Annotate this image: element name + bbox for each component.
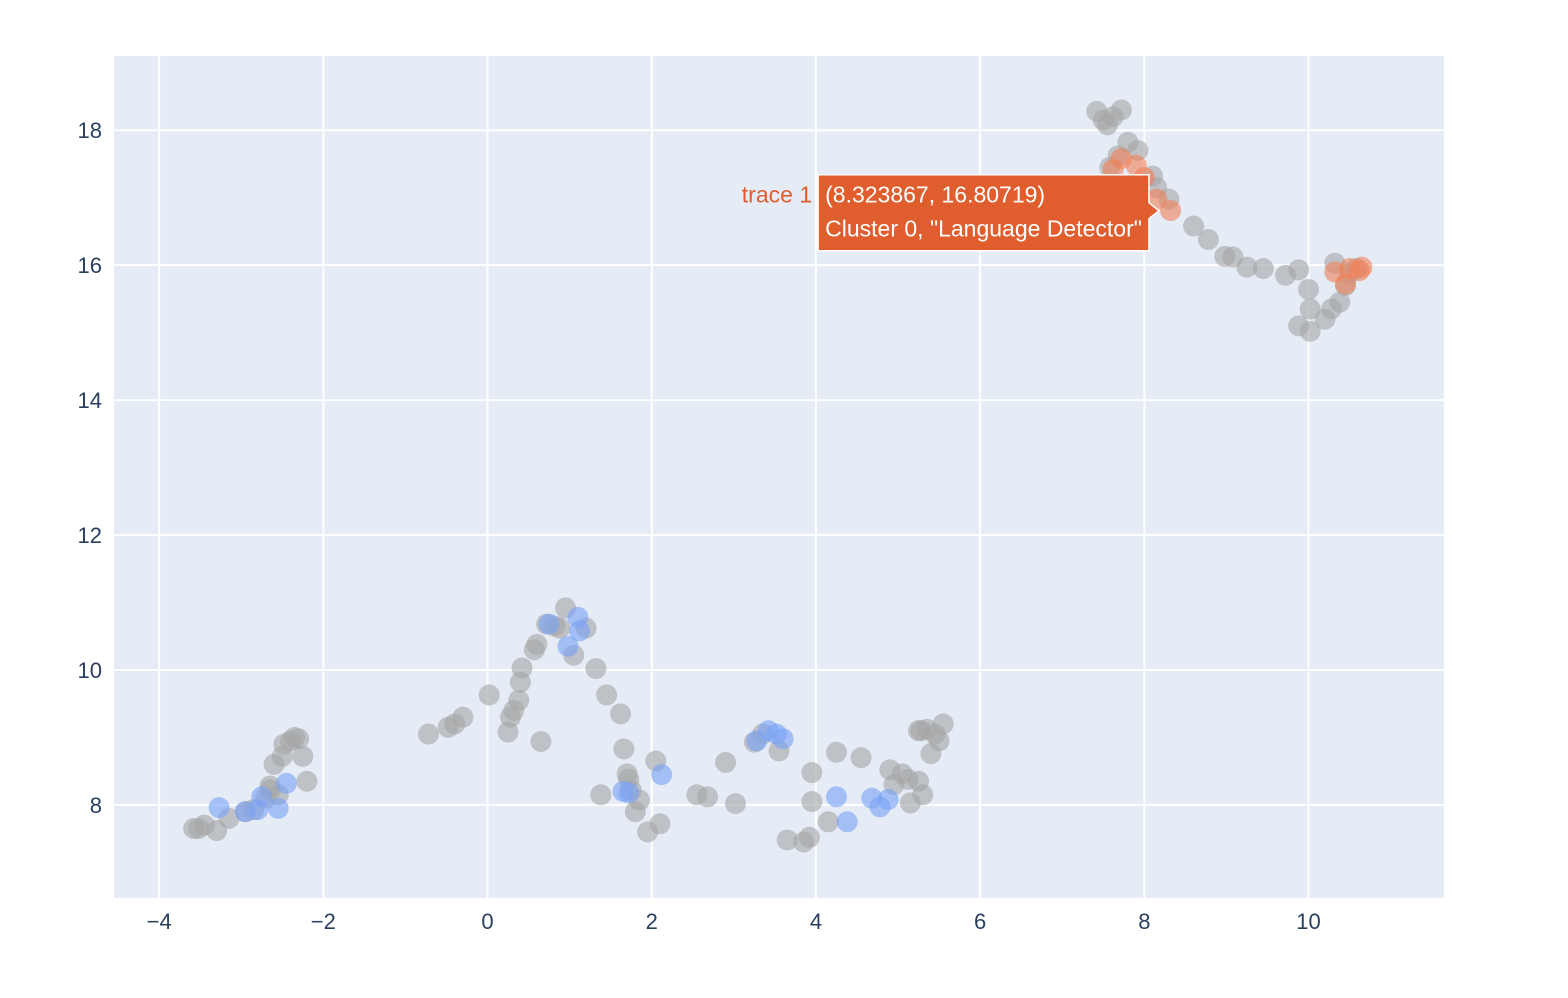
scatter-point[interactable] xyxy=(275,772,297,794)
scatter-point[interactable] xyxy=(649,813,671,835)
scatter-point[interactable] xyxy=(1236,256,1258,278)
x-tick-label: 10 xyxy=(1296,909,1320,934)
scatter-point[interactable] xyxy=(724,793,746,815)
scatter-point[interactable] xyxy=(877,788,899,810)
scatter-point[interactable] xyxy=(850,747,872,769)
scatter-point[interactable] xyxy=(1299,298,1321,320)
scatter-point[interactable] xyxy=(292,745,314,767)
scatter-point[interactable] xyxy=(798,826,820,848)
scatter-point[interactable] xyxy=(817,811,839,833)
hover-label: Cluster 0, "Language Detector" xyxy=(825,216,1142,242)
scatter-point[interactable] xyxy=(478,684,500,706)
hover-coordinates: (8.323867, 16.80719) xyxy=(825,182,1045,208)
scatter-point[interactable] xyxy=(801,791,823,813)
scatter-point[interactable] xyxy=(912,784,934,806)
scatter-point[interactable] xyxy=(1288,259,1310,281)
scatter-point[interactable] xyxy=(452,706,474,728)
hover-tooltip: trace 1 (8.323867, 16.80719) Cluster 0, … xyxy=(742,173,1161,252)
y-tick-label: 18 xyxy=(78,118,102,143)
scatter-point[interactable] xyxy=(1197,229,1219,251)
scatter-point[interactable] xyxy=(610,703,632,725)
scatter-point[interactable] xyxy=(417,723,439,745)
y-axis-ticks: 8 10 12 14 16 18 xyxy=(78,118,102,818)
y-tick-label: 14 xyxy=(78,388,102,413)
scatter-point[interactable] xyxy=(557,635,579,657)
scatter-point[interactable] xyxy=(1299,320,1321,342)
hover-trace-name: trace 1 xyxy=(742,182,812,208)
scatter-point[interactable] xyxy=(1252,258,1274,280)
y-tick-label: 16 xyxy=(78,253,102,278)
scatter-point[interactable] xyxy=(585,658,607,680)
scatter-point[interactable] xyxy=(618,782,640,804)
scatter-point[interactable] xyxy=(772,728,794,750)
x-tick-label: 0 xyxy=(481,909,493,934)
scatter-point[interactable] xyxy=(530,730,552,752)
x-tick-label: 2 xyxy=(646,909,658,934)
y-tick-label: 12 xyxy=(78,523,102,548)
scatter-point[interactable] xyxy=(825,786,847,808)
x-axis-ticks: −4 −2 0 2 4 6 8 10 xyxy=(147,909,1321,934)
y-tick-label: 8 xyxy=(90,793,102,818)
scatter-point[interactable] xyxy=(836,811,858,833)
scatter-point[interactable] xyxy=(825,741,847,763)
scatter-point[interactable] xyxy=(1329,291,1351,313)
scatter-point[interactable] xyxy=(596,684,618,706)
x-tick-label: 4 xyxy=(810,909,822,934)
x-tick-label: −2 xyxy=(311,909,336,934)
x-tick-label: 8 xyxy=(1138,909,1150,934)
scatter-point[interactable] xyxy=(251,786,273,808)
scatter-point[interactable] xyxy=(538,613,560,635)
scatter-point[interactable] xyxy=(569,620,590,642)
scatter-point[interactable] xyxy=(1160,200,1182,222)
scatter-point[interactable] xyxy=(208,797,230,819)
scatter-point[interactable] xyxy=(511,657,533,679)
data-points xyxy=(183,99,1373,853)
scatter-point[interactable] xyxy=(288,728,310,750)
grid-lines xyxy=(114,56,1444,898)
scatter-point[interactable] xyxy=(590,784,612,806)
scatter-point[interactable] xyxy=(697,786,719,808)
scatter-point[interactable] xyxy=(932,713,954,735)
scatter-point[interactable] xyxy=(1183,215,1205,237)
scatter-point[interactable] xyxy=(1351,256,1373,278)
scatter-point[interactable] xyxy=(267,797,289,819)
scatter-point[interactable] xyxy=(776,829,798,851)
scatter-point[interactable] xyxy=(296,770,318,792)
scatter-point[interactable] xyxy=(526,633,548,655)
scatter-point[interactable] xyxy=(1110,99,1132,121)
scatter-point[interactable] xyxy=(715,751,737,773)
scatter-point[interactable] xyxy=(651,764,673,786)
y-tick-label: 10 xyxy=(78,658,102,683)
scatter-point[interactable] xyxy=(908,720,930,742)
x-tick-label: −4 xyxy=(147,909,172,934)
scatter-point[interactable] xyxy=(613,738,635,760)
x-tick-label: 6 xyxy=(974,909,986,934)
scatter-point[interactable] xyxy=(508,689,530,711)
scatter-point[interactable] xyxy=(928,730,950,752)
hover-box xyxy=(817,173,1161,252)
scatter-point[interactable] xyxy=(801,762,823,784)
scatter-point[interactable] xyxy=(1298,278,1320,300)
